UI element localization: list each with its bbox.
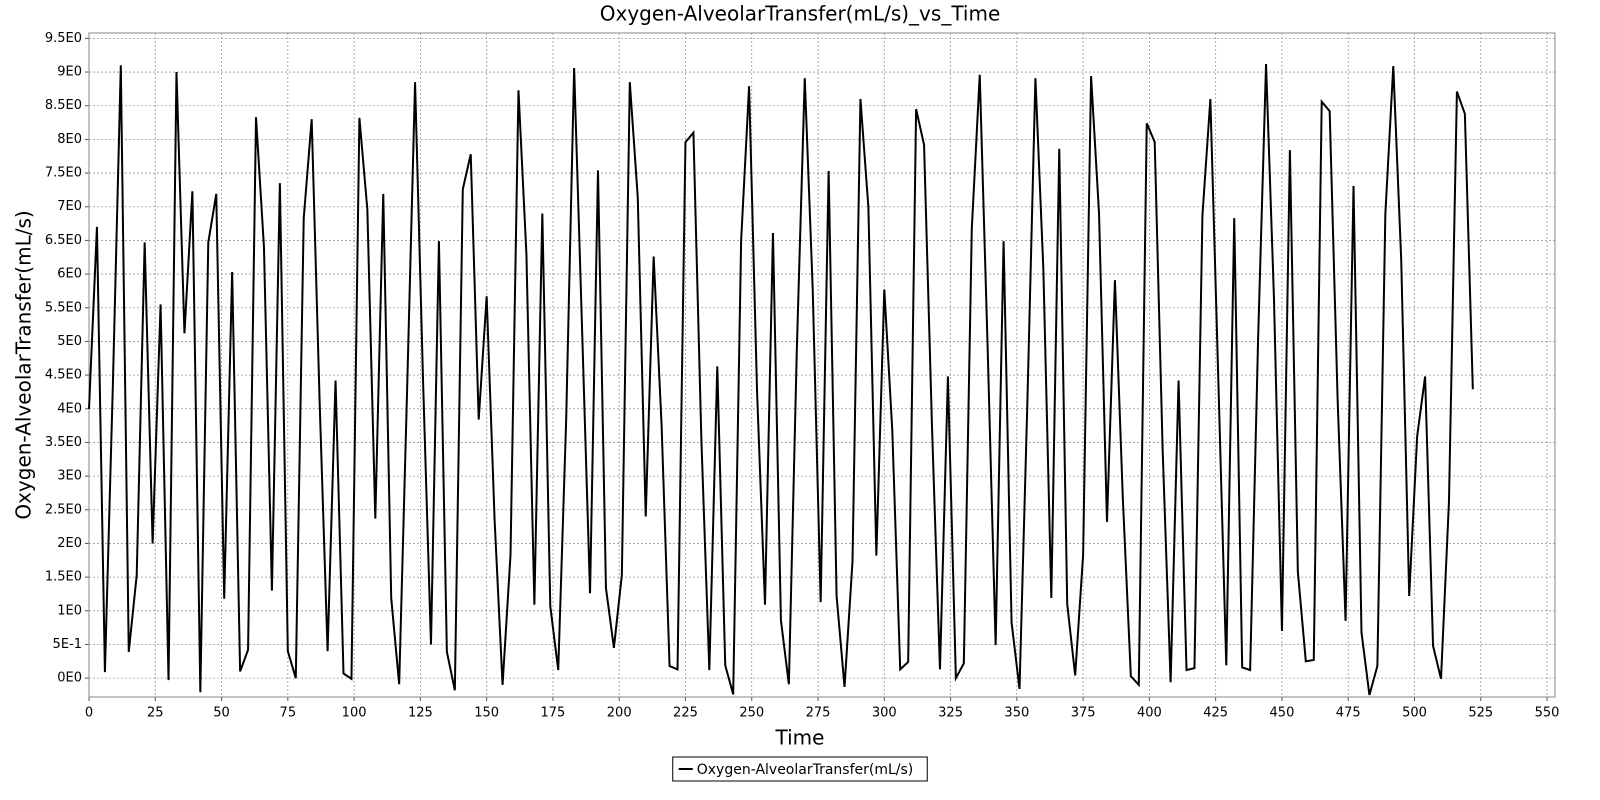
x-tick-label: 550 (1535, 706, 1560, 721)
y-tick-label: 5.5E0 (45, 300, 82, 315)
x-tick-label: 525 (1468, 706, 1493, 721)
y-tick-label: 9E0 (57, 65, 82, 80)
x-tick-label: 250 (739, 706, 764, 721)
y-tick-label: 8.5E0 (45, 98, 82, 113)
y-axis-label: Oxygen-AlveolarTransfer(mL/s) (12, 210, 36, 519)
x-tick-label: 350 (1004, 706, 1029, 721)
y-tick-label: 5E-1 (53, 637, 82, 652)
x-tick-label: 100 (342, 706, 367, 721)
y-tick-label: 1E0 (57, 603, 82, 618)
x-tick-label: 0 (85, 706, 93, 721)
y-tick-label: 5E0 (57, 334, 82, 349)
x-tick-label: 325 (938, 706, 963, 721)
y-tick-label: 2.5E0 (45, 502, 82, 517)
y-tick-label: 3E0 (57, 469, 82, 484)
y-tick-label: 8E0 (57, 132, 82, 147)
x-tick-label: 75 (280, 706, 297, 721)
y-tick-label: 4.5E0 (45, 368, 82, 383)
plot-border (88, 32, 1556, 698)
x-tick-label: 125 (408, 706, 433, 721)
x-tick-label: 475 (1336, 706, 1361, 721)
y-tick-label: 7.5E0 (45, 166, 82, 181)
legend-box (672, 756, 928, 782)
x-tick-label: 25 (147, 706, 164, 721)
x-tick-label: 175 (541, 706, 566, 721)
x-tick-label: 150 (474, 706, 499, 721)
data-line (88, 63, 1474, 696)
y-tick-label: 9.5E0 (45, 31, 82, 46)
y-tick-label: 2E0 (57, 536, 82, 551)
y-tick-label: 1.5E0 (45, 570, 82, 585)
chart-title: Oxygen-AlveolarTransfer(mL/s)_vs_Time (600, 2, 1001, 26)
y-tick-label: 3.5E0 (45, 435, 82, 450)
x-tick-label: 375 (1071, 706, 1096, 721)
y-tick-label: 7E0 (57, 199, 82, 214)
y-tick-label: 6.5E0 (45, 233, 82, 248)
x-tick-label: 300 (872, 706, 897, 721)
x-tick-label: 200 (607, 706, 632, 721)
legend-label: Oxygen-AlveolarTransfer(mL/s) (697, 762, 914, 778)
x-tick-label: 225 (673, 706, 698, 721)
y-tick-label: 6E0 (57, 267, 82, 282)
x-tick-label: 500 (1402, 706, 1427, 721)
x-tick-label: 50 (213, 706, 230, 721)
legend: Oxygen-AlveolarTransfer(mL/s) (672, 756, 928, 782)
x-tick-label: 275 (806, 706, 831, 721)
x-tick-label: 450 (1270, 706, 1295, 721)
y-tick-label: 4E0 (57, 401, 82, 416)
y-tick-label: 0E0 (57, 671, 82, 686)
x-axis-label: Time (775, 726, 825, 750)
x-tick-label: 400 (1137, 706, 1162, 721)
x-tick-label: 425 (1203, 706, 1228, 721)
